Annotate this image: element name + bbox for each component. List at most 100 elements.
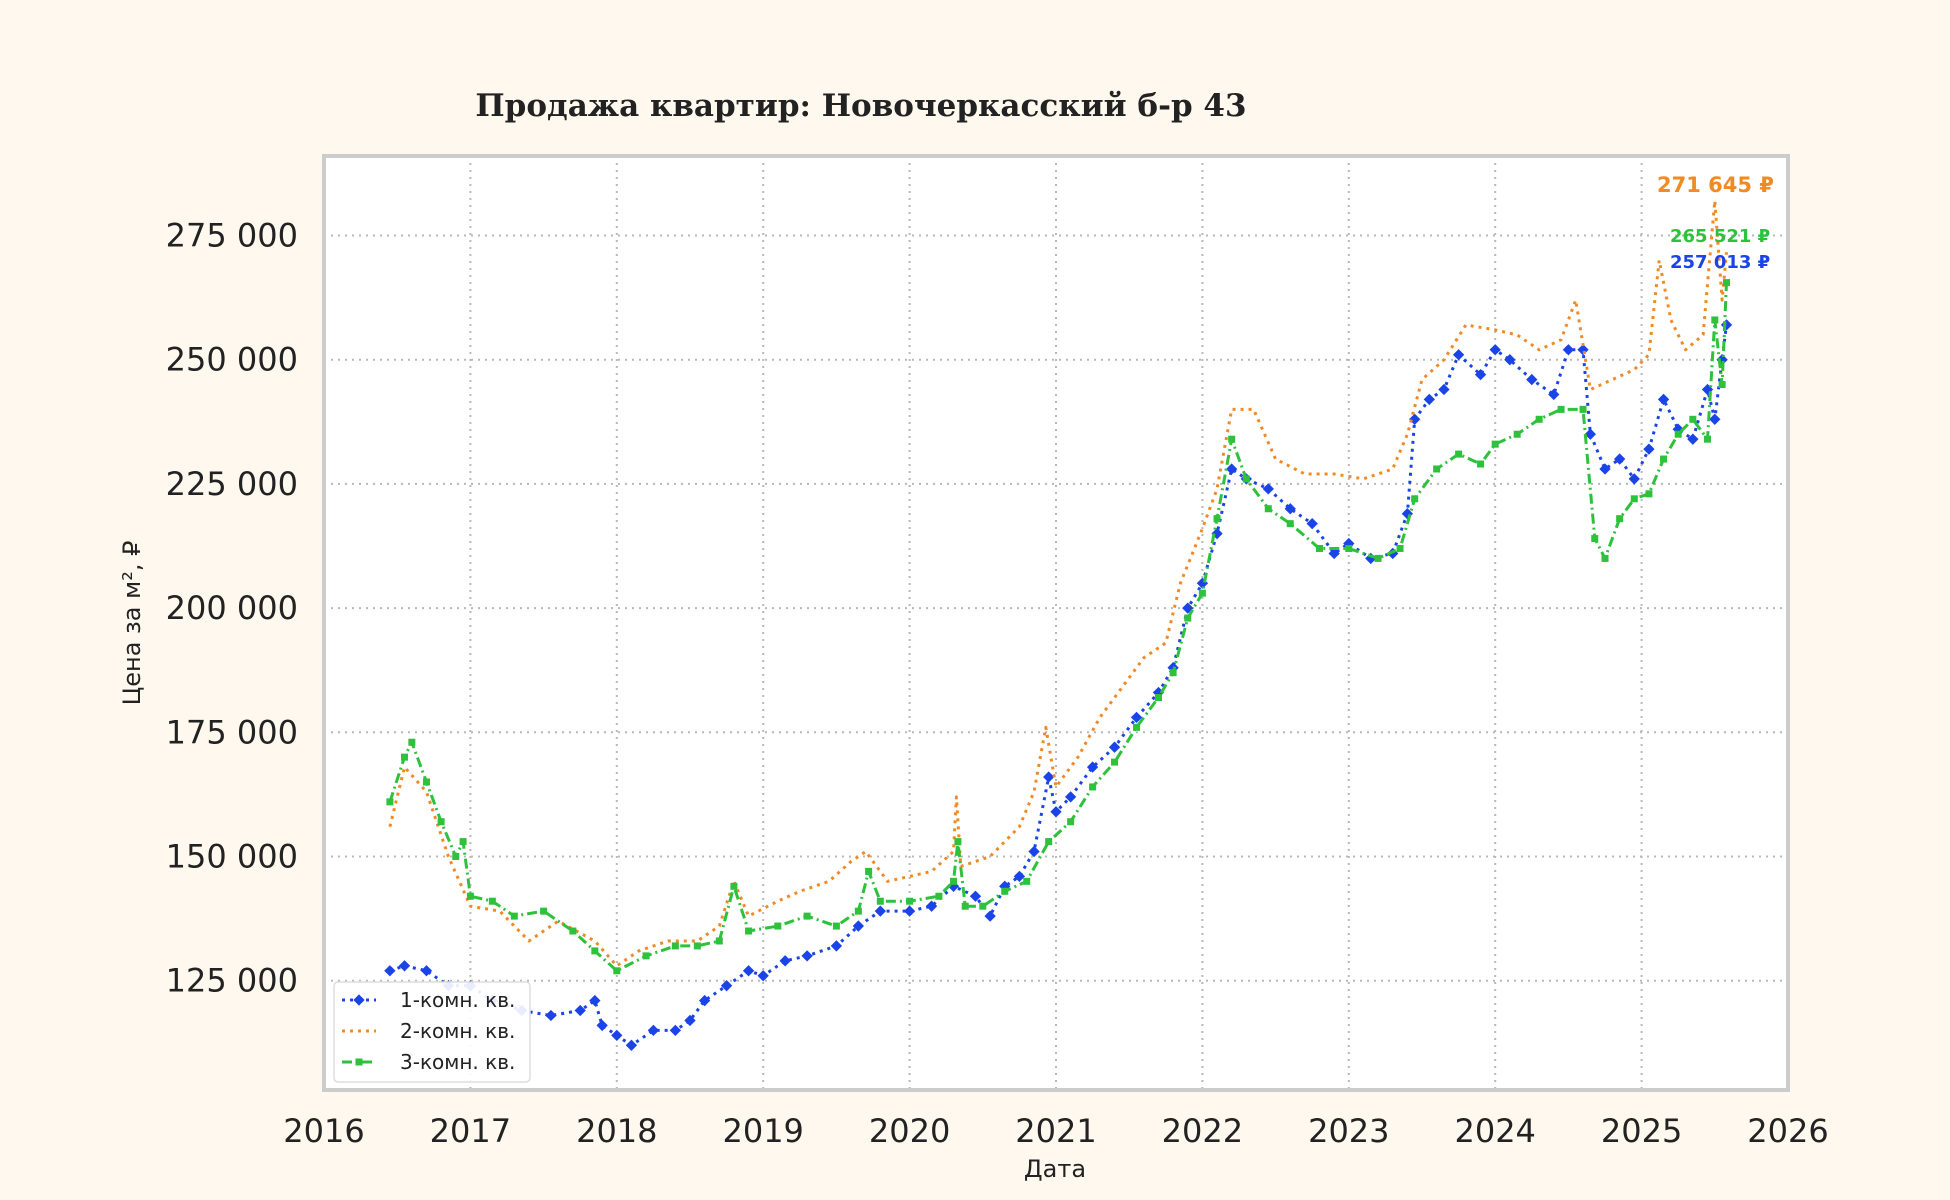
data-point [1438, 383, 1450, 396]
data-point [935, 892, 943, 900]
legend: 1-комн. кв. 2-комн. кв. 3-комн. кв. [333, 981, 531, 1083]
data-point [647, 1024, 660, 1037]
data-point [1599, 463, 1611, 475]
data-point [1043, 771, 1055, 783]
x-tick-label: 2021 [1015, 1112, 1096, 1150]
x-tick-label: 2023 [1308, 1112, 1389, 1150]
series-line [388, 199, 1728, 968]
data-point [1433, 465, 1441, 473]
data-point [384, 965, 396, 977]
legend-label: 2-комн. кв. [400, 1019, 515, 1043]
data-point [903, 905, 916, 917]
data-point [1284, 503, 1296, 515]
y-tick-label: 275 000 [166, 216, 298, 254]
data-point [510, 912, 518, 920]
y-tick-label: 125 000 [166, 962, 298, 1000]
data-point [1526, 373, 1538, 386]
x-axis-ticks: 2016 2017 2018 2019 2020 2021 2022 2023 2024 2025… [283, 1112, 1828, 1150]
data-point [1452, 349, 1465, 361]
data-point [1643, 443, 1655, 455]
data-point [1345, 544, 1353, 552]
data-point [1703, 435, 1711, 443]
data-point [801, 950, 813, 962]
legend-marker [353, 994, 365, 1006]
legend-entry: 1-комн. кв. [342, 988, 515, 1012]
data-point [745, 927, 753, 935]
data-point [742, 965, 755, 977]
data-point [1089, 783, 1097, 791]
data-point [574, 1004, 586, 1017]
data-point [730, 882, 738, 890]
data-point [950, 877, 958, 885]
x-tick-label: 2017 [430, 1112, 511, 1150]
data-point [1709, 413, 1721, 425]
data-point [1411, 495, 1419, 503]
x-axis-label: Дата [1024, 1155, 1086, 1183]
data-point [1513, 430, 1521, 438]
series-2 [388, 199, 1728, 968]
x-tick-label: 2024 [1454, 1112, 1535, 1150]
data-point [876, 897, 884, 905]
data-point [398, 960, 411, 972]
data-point [1535, 415, 1543, 423]
data-point [1228, 435, 1236, 443]
x-tick-label: 2020 [869, 1112, 950, 1150]
data-point [1645, 490, 1653, 498]
plot-frame [322, 154, 1790, 1092]
data-point [1169, 669, 1177, 677]
data-point [1687, 433, 1699, 445]
data-point [1689, 415, 1697, 423]
x-tick-label: 2016 [283, 1112, 364, 1150]
legend-marker [355, 1058, 363, 1066]
y-tick-label: 175 000 [166, 713, 298, 751]
data-point [852, 920, 865, 932]
data-point [1028, 845, 1040, 858]
data-point [906, 897, 914, 905]
x-tick-label: 2018 [576, 1112, 657, 1150]
data-point [1023, 877, 1031, 885]
data-point [545, 1009, 557, 1022]
chart-title: Продажа квартир: Новочеркасский б-р 43 [475, 88, 1246, 124]
data-point [420, 965, 433, 977]
data-point [961, 902, 969, 910]
data-point [1660, 455, 1668, 463]
legend-entry: 2-комн. кв. [342, 1019, 515, 1043]
data-point [1579, 405, 1587, 413]
data-point [1264, 505, 1272, 513]
data-point [459, 838, 467, 846]
data-point [1657, 393, 1670, 406]
data-point [1718, 381, 1726, 389]
series-end-label: 257 013 ₽ [1670, 252, 1770, 273]
data-point [1474, 368, 1487, 381]
data-point [954, 838, 962, 846]
data-point [1584, 428, 1597, 440]
data-point [1111, 758, 1119, 766]
data-point [1616, 515, 1624, 523]
data-point [1548, 388, 1560, 401]
data-point [1045, 838, 1053, 846]
data-point [642, 952, 650, 960]
data-point [779, 955, 791, 967]
data-point [669, 1024, 682, 1037]
data-point [401, 753, 409, 761]
legend-box [333, 981, 531, 1083]
data-point [452, 853, 460, 860]
data-point [1242, 475, 1250, 483]
data-point [830, 940, 843, 952]
data-point [1674, 430, 1682, 438]
data-point [757, 970, 769, 982]
data-point [1086, 761, 1099, 773]
data-point [1130, 711, 1143, 724]
data-point [1133, 723, 1141, 731]
data-point [1489, 344, 1501, 356]
data-point [422, 778, 430, 786]
data-point [488, 897, 496, 905]
x-tick-label: 2026 [1747, 1112, 1828, 1150]
data-point [925, 900, 938, 912]
y-tick-label: 200 000 [166, 589, 298, 627]
x-tick-label: 2022 [1162, 1112, 1243, 1150]
grid-lines [324, 156, 1788, 1090]
data-point [1628, 473, 1640, 485]
data-point [1064, 791, 1077, 803]
data-point [1050, 806, 1062, 818]
